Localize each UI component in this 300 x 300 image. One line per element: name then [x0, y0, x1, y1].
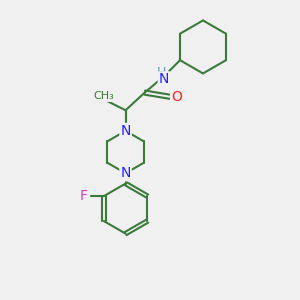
Text: N: N [159, 72, 169, 86]
Text: N: N [120, 124, 131, 138]
Text: N: N [120, 166, 131, 180]
Text: O: O [171, 90, 182, 104]
Text: H: H [157, 66, 166, 80]
Text: F: F [79, 189, 87, 203]
Text: CH₃: CH₃ [93, 92, 114, 101]
